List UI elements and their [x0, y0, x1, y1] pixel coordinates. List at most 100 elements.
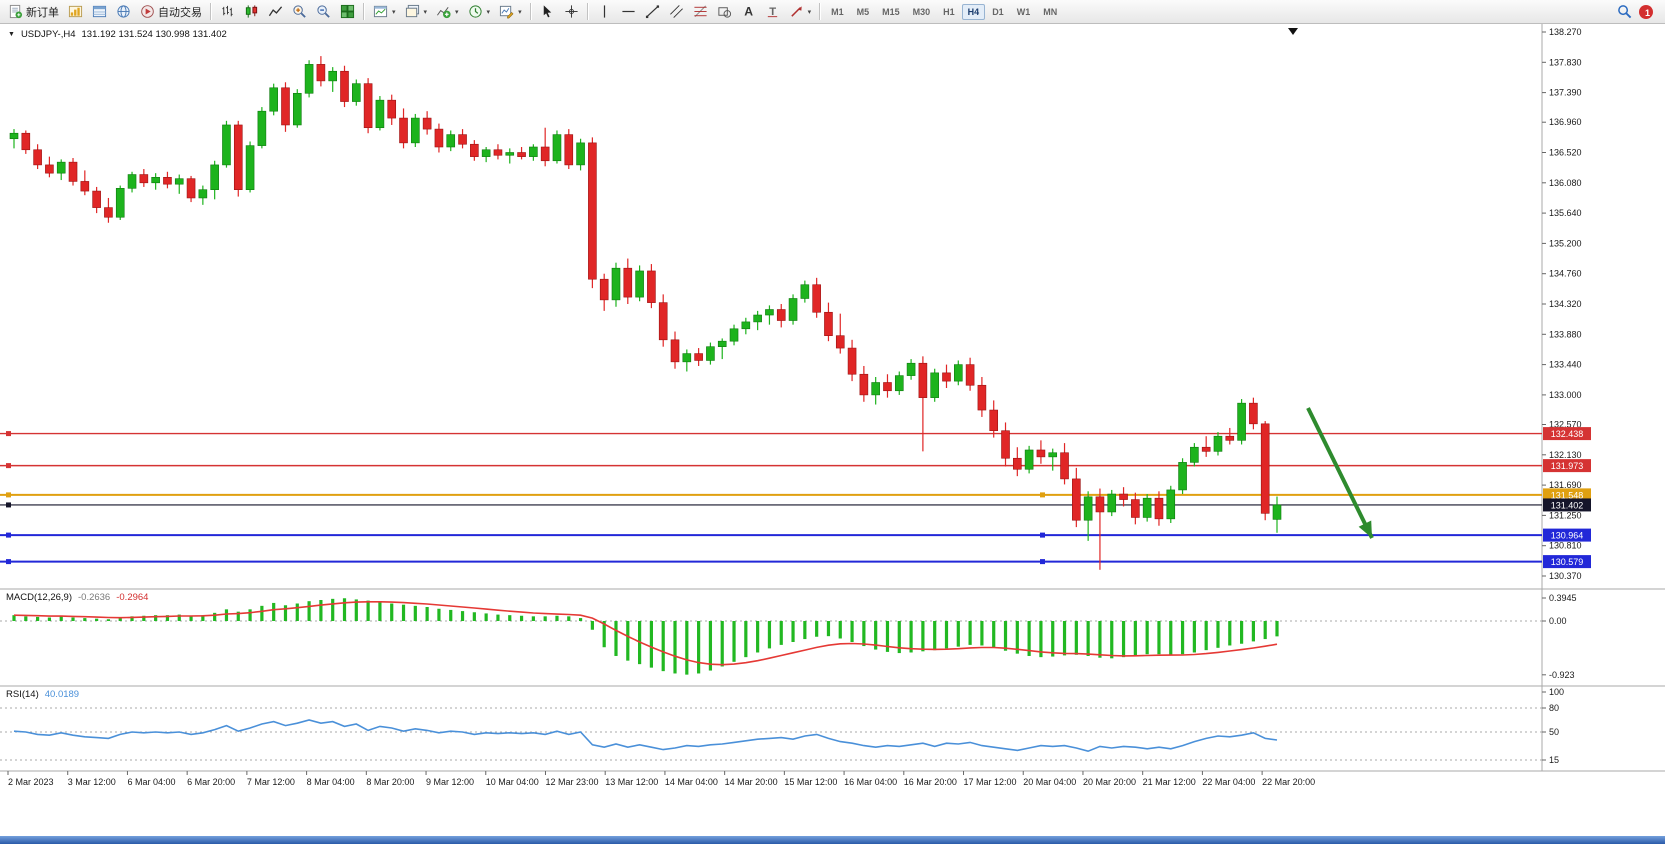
svg-text:132.570: 132.570 — [1549, 420, 1582, 430]
new-order-button[interactable]: 新订单 — [4, 2, 63, 22]
new-chart-button[interactable]: ▾ — [369, 2, 400, 22]
channel-tool-button[interactable] — [665, 2, 688, 22]
templates-button[interactable]: ▾ — [495, 2, 526, 22]
line-chart-type-icon — [268, 6, 283, 17]
period-button-m15[interactable]: M15 — [876, 4, 906, 20]
clock-icon — [468, 5, 482, 18]
vertical-line-tool-button[interactable] — [593, 2, 616, 22]
svg-text:136.520: 136.520 — [1549, 148, 1582, 158]
indicators-button[interactable]: ▾ — [432, 2, 463, 22]
horizontal-line-icon — [621, 10, 635, 13]
svg-text:136.080: 136.080 — [1549, 178, 1582, 188]
trendline-tool-button[interactable] — [641, 2, 664, 22]
period-button-h1[interactable]: H1 — [937, 4, 961, 20]
crosshair-icon — [564, 5, 578, 18]
svg-text:8 Mar 20:00: 8 Mar 20:00 — [366, 777, 414, 787]
toolbar-right-group: 1 — [1617, 4, 1661, 19]
shapes-tool-button[interactable] — [713, 2, 736, 22]
separator — [819, 3, 822, 20]
notification-badge[interactable]: 1 — [1639, 4, 1653, 19]
dropdown-arrow-icon: ▾ — [423, 8, 428, 16]
fibonacci-icon — [693, 5, 707, 17]
svg-text:0.3945: 0.3945 — [1549, 593, 1577, 603]
navigator-globe-icon — [117, 5, 130, 18]
svg-text:8 Mar 04:00: 8 Mar 04:00 — [307, 777, 355, 787]
svg-text:80: 80 — [1549, 703, 1559, 713]
auto-trading-label: 自动交易 — [158, 6, 202, 19]
svg-text:138.270: 138.270 — [1549, 27, 1582, 37]
svg-text:9 Mar 12:00: 9 Mar 12:00 — [426, 777, 474, 787]
auto-trading-button[interactable]: 自动交易 — [136, 2, 206, 22]
navigator-button[interactable] — [112, 2, 135, 22]
channel-icon — [669, 5, 683, 18]
search-icon[interactable] — [1617, 4, 1632, 19]
svg-text:-0.923: -0.923 — [1549, 670, 1575, 680]
period-button-m5[interactable]: M5 — [851, 4, 876, 20]
svg-text:3 Mar 12:00: 3 Mar 12:00 — [68, 777, 116, 787]
zoom-in-icon — [293, 5, 306, 18]
tile-windows-icon — [340, 4, 355, 19]
bar-chart-type-button[interactable] — [216, 2, 239, 22]
svg-text:0.00: 0.00 — [1549, 616, 1567, 626]
taskbar-edge — [0, 836, 1665, 844]
separator — [529, 3, 532, 20]
svg-text:2 Mar 2023: 2 Mar 2023 — [8, 777, 54, 787]
text-tool-button[interactable]: A — [737, 2, 760, 22]
svg-text:20 Mar 20:00: 20 Mar 20:00 — [1083, 777, 1136, 787]
svg-text:6 Mar 04:00: 6 Mar 04:00 — [127, 777, 175, 787]
separator — [210, 3, 212, 20]
svg-text:130.370: 130.370 — [1549, 571, 1582, 581]
svg-text:131.402: 131.402 — [1551, 500, 1584, 510]
svg-text:133.440: 133.440 — [1549, 360, 1582, 370]
market-watch-button[interactable] — [64, 2, 87, 22]
svg-text:12 Mar 23:00: 12 Mar 23:00 — [545, 777, 598, 787]
chart-area: 138.270 137.830 137.390 136.960 136.520 136.0… — [0, 24, 1665, 792]
periods-button[interactable]: ▾ — [464, 2, 495, 22]
svg-text:17 Mar 12:00: 17 Mar 12:00 — [964, 777, 1017, 787]
svg-text:22 Mar 04:00: 22 Mar 04:00 — [1202, 777, 1255, 787]
period-button-w1[interactable]: W1 — [1011, 4, 1037, 20]
svg-text:20 Mar 04:00: 20 Mar 04:00 — [1023, 777, 1076, 787]
cursor-button[interactable] — [536, 2, 559, 22]
svg-text:134.760: 134.760 — [1549, 269, 1582, 279]
price-chart-canvas[interactable]: 138.270 137.830 137.390 136.960 136.520 136.0… — [0, 24, 1665, 792]
svg-text:16 Mar 04:00: 16 Mar 04:00 — [844, 777, 897, 787]
svg-text:137.830: 137.830 — [1549, 57, 1582, 67]
period-button-m1[interactable]: M1 — [825, 4, 850, 20]
svg-text:10 Mar 04:00: 10 Mar 04:00 — [486, 777, 539, 787]
symbol-dropdown-icon[interactable]: ▼ — [8, 31, 15, 38]
crosshair-button[interactable] — [560, 2, 583, 22]
tile-windows-button[interactable] — [336, 2, 359, 22]
macd-name: MACD(12,26,9) — [6, 592, 72, 603]
bar-chart-type-icon — [222, 5, 233, 17]
macd-main-value: -0.2636 — [78, 592, 111, 603]
dropdown-arrow-icon: ▾ — [455, 8, 459, 16]
zoom-out-button[interactable] — [312, 2, 335, 22]
separator — [586, 3, 589, 20]
period-button-m30[interactable]: M30 — [907, 4, 937, 20]
fibonacci-tool-button[interactable] — [689, 2, 712, 22]
data-window-button[interactable] — [88, 2, 111, 22]
zoom-out-icon — [317, 5, 330, 18]
period-button-h4[interactable]: H4 — [961, 3, 986, 20]
horizontal-line-tool-button[interactable] — [617, 2, 640, 22]
svg-text:16 Mar 20:00: 16 Mar 20:00 — [904, 777, 957, 787]
market-watch-icon — [68, 5, 83, 18]
text-label-t-icon: T — [767, 6, 777, 18]
period-button-d1[interactable]: D1 — [986, 4, 1010, 20]
macd-indicator-label: MACD(12,26,9) -0.2636 -0.2964 — [6, 592, 148, 603]
svg-text:50: 50 — [1549, 727, 1559, 737]
arrows-tool-button[interactable]: ▾ — [785, 2, 816, 22]
svg-text:132.438: 132.438 — [1551, 429, 1584, 439]
new-order-icon — [9, 4, 23, 19]
period-button-mn[interactable]: MN — [1037, 4, 1063, 20]
trendline-icon — [645, 5, 659, 19]
candlestick-type-button[interactable] — [240, 2, 263, 22]
svg-text:13 Mar 12:00: 13 Mar 12:00 — [605, 777, 658, 787]
svg-text:131.548: 131.548 — [1551, 490, 1584, 500]
line-chart-type-button[interactable] — [264, 2, 287, 22]
profiles-button[interactable]: ▾ — [401, 2, 432, 22]
text-a-icon: A — [744, 5, 753, 19]
text-label-tool-button[interactable]: T — [761, 2, 784, 22]
zoom-in-button[interactable] — [288, 2, 311, 22]
